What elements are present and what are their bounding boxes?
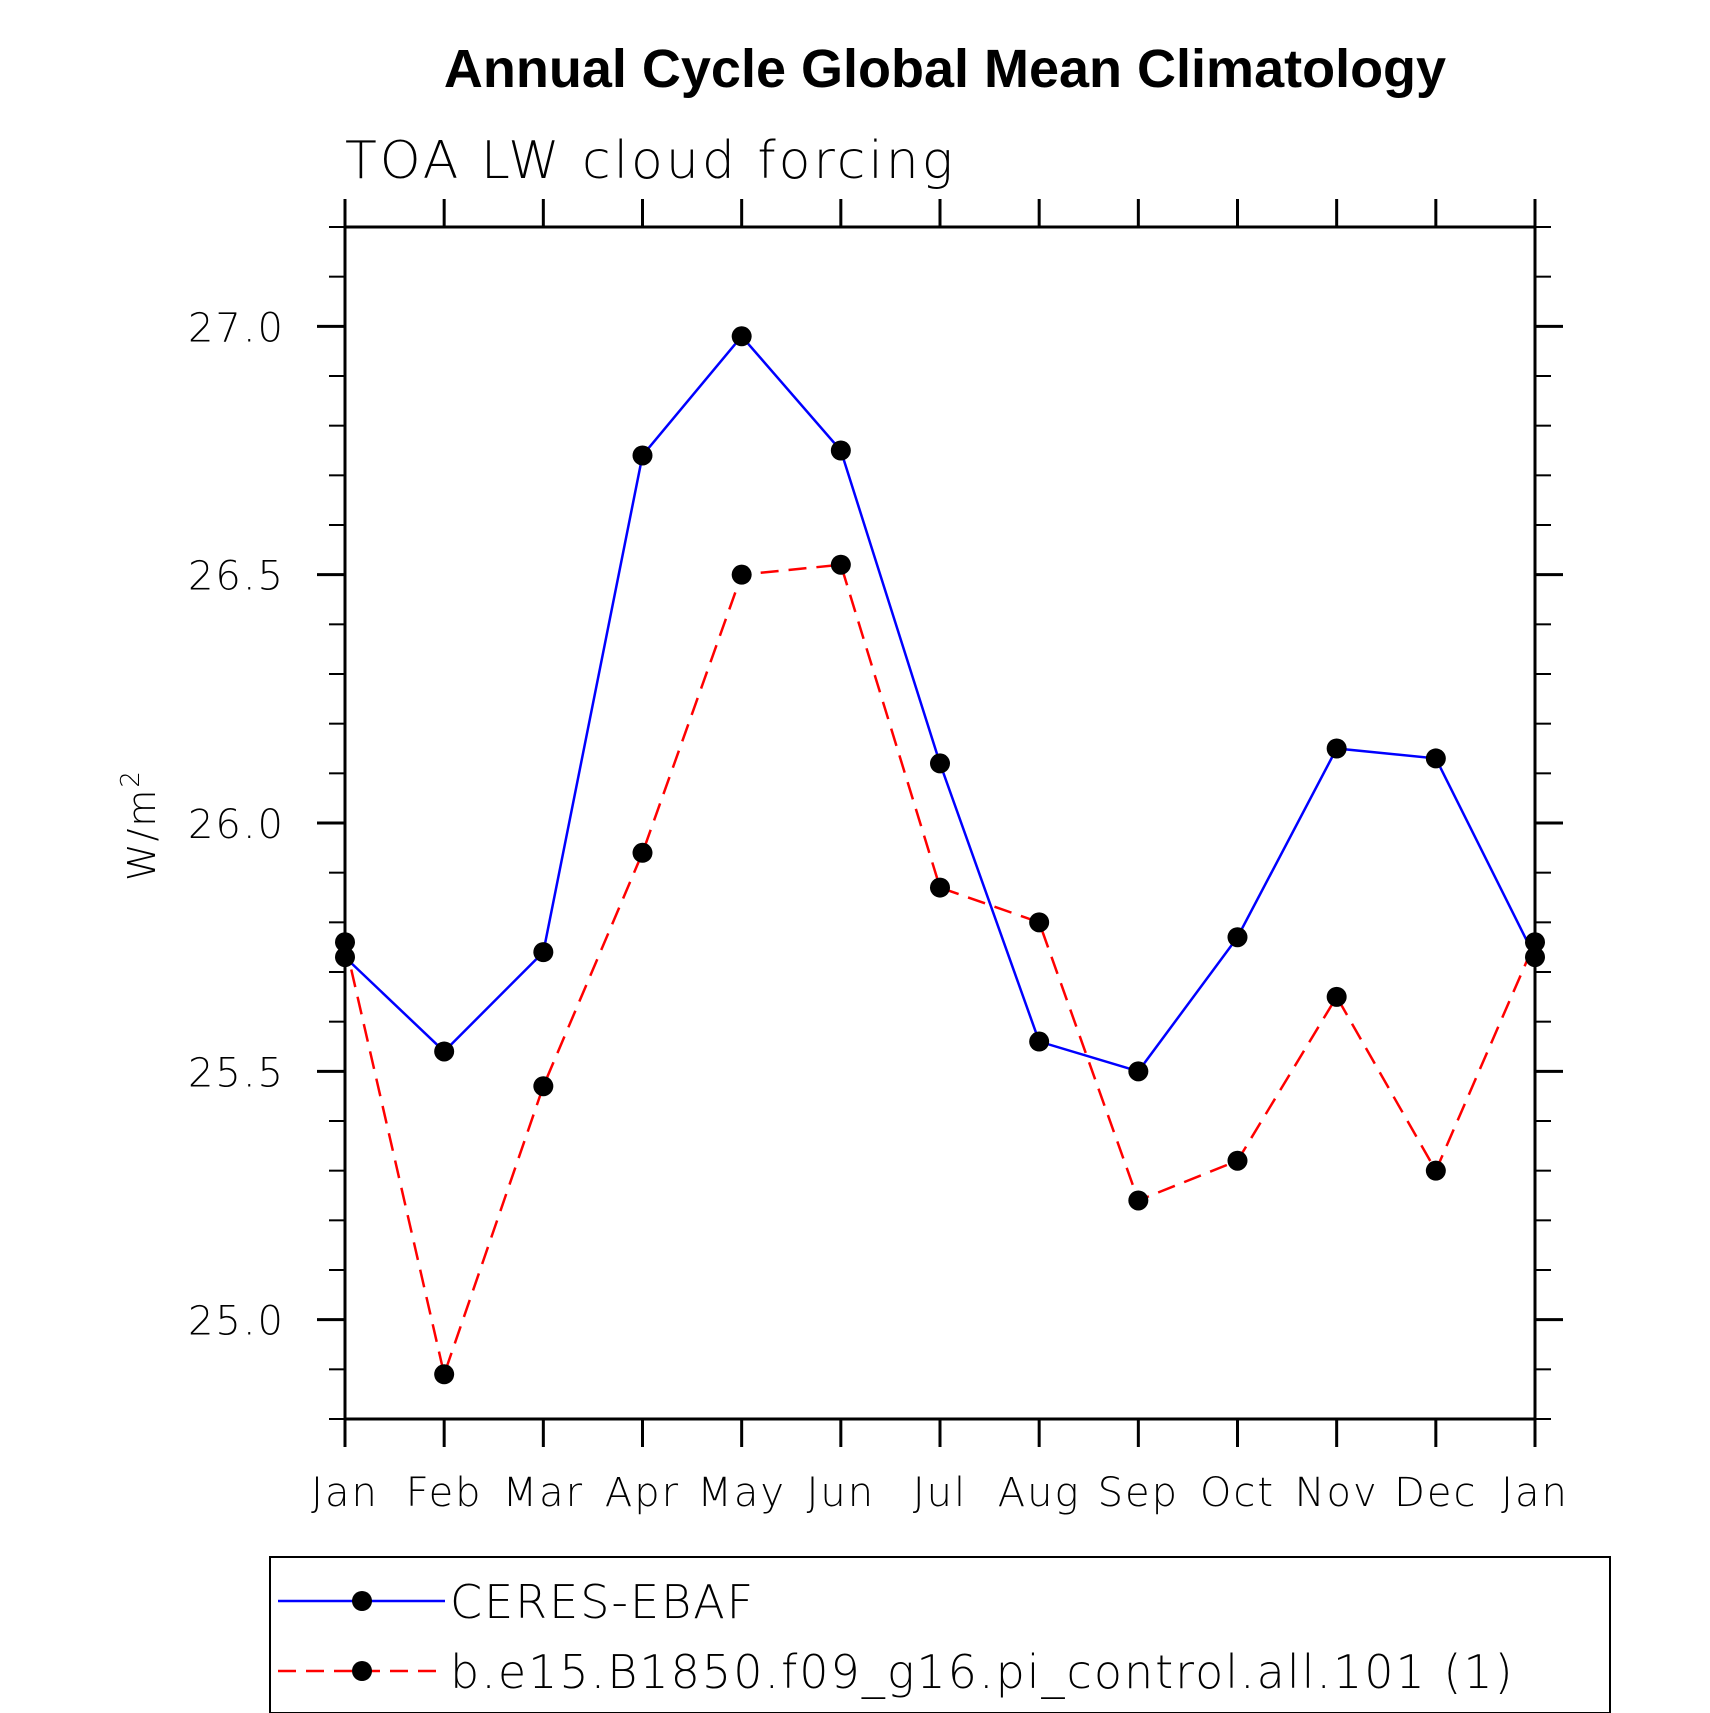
x-tick-label: Jan — [1501, 1470, 1569, 1516]
series-points — [335, 326, 1545, 1385]
series-line-0 — [344, 334, 1537, 1073]
series-line-1 — [343, 563, 1537, 1379]
y-tick-label: 26.5 — [188, 554, 285, 600]
x-tick-label: Sep — [1098, 1470, 1179, 1516]
x-tick-label: Jan — [311, 1470, 379, 1516]
y-axis-label: W/m2 — [116, 769, 164, 881]
axes-ticks — [317, 199, 1563, 1447]
series-0-point — [830, 440, 851, 461]
series-1-point — [434, 1364, 455, 1385]
y-tick-label: 25.5 — [188, 1050, 285, 1096]
series-0-point — [1227, 927, 1248, 948]
chart-subtitle: TOA LW cloud forcing — [345, 131, 956, 191]
legend-box — [269, 1556, 1611, 1713]
series-0-point — [434, 1041, 455, 1062]
x-tick-label: Feb — [406, 1470, 483, 1516]
chart-title: Annual Cycle Global Mean Climatology — [444, 39, 1446, 99]
series-0-point — [632, 445, 653, 466]
series-1-point — [930, 877, 950, 898]
x-tick-label: Nov — [1295, 1470, 1379, 1516]
x-tick-label: Mar — [503, 1470, 584, 1516]
y-tick-label: 26.0 — [188, 802, 285, 848]
x-tick-label: Aug — [998, 1470, 1081, 1516]
x-tick-label: Jul — [913, 1470, 967, 1516]
series-1-point — [1029, 912, 1050, 933]
legend: CERES-EBAF b.e15.B1850.f09_g16.pi_contro… — [269, 1556, 1611, 1713]
y-tick-label: 27.0 — [188, 305, 285, 351]
legend-label-model: b.e15.B1850.f09_g16.pi_control.all.101 (… — [450, 1645, 1515, 1699]
series-1-point — [632, 842, 653, 863]
series-1-point — [830, 554, 851, 575]
series-1-point — [1425, 1160, 1446, 1181]
x-tick-label: Jun — [807, 1470, 876, 1516]
x-tick-label: Apr — [605, 1470, 680, 1516]
series-0-point — [1029, 1031, 1050, 1052]
series-0-point — [1326, 738, 1347, 759]
series-1-point — [1326, 986, 1347, 1007]
x-tick-label: Dec — [1394, 1470, 1477, 1516]
series-1-point — [1128, 1190, 1149, 1211]
series-lines — [343, 334, 1537, 1379]
series-1-point — [1227, 1150, 1248, 1171]
series-1-point — [731, 564, 752, 585]
plot-frame — [343, 225, 1537, 1421]
series-0-point — [1425, 748, 1446, 769]
series-1-point — [533, 1076, 554, 1097]
x-tick-label: May — [697, 1470, 786, 1516]
legend-marker-ceres — [352, 1591, 372, 1611]
legend-marker-model — [352, 1661, 372, 1681]
series-0-point — [533, 942, 554, 963]
series-0-point — [930, 753, 950, 774]
y-tick-label: 25.0 — [188, 1299, 285, 1345]
legend-label-ceres: CERES-EBAF — [450, 1575, 755, 1629]
series-0-point — [1128, 1061, 1149, 1082]
y-tick-labels: 25.0 25.5 26.0 26.5 27.0 — [188, 305, 285, 1345]
series-0-point — [731, 326, 752, 347]
x-tick-label: Oct — [1200, 1470, 1275, 1516]
x-tick-labels: Jan Feb Mar Apr May Jun Jul Aug Sep Oct Nov Dec Jan — [311, 1470, 1569, 1516]
